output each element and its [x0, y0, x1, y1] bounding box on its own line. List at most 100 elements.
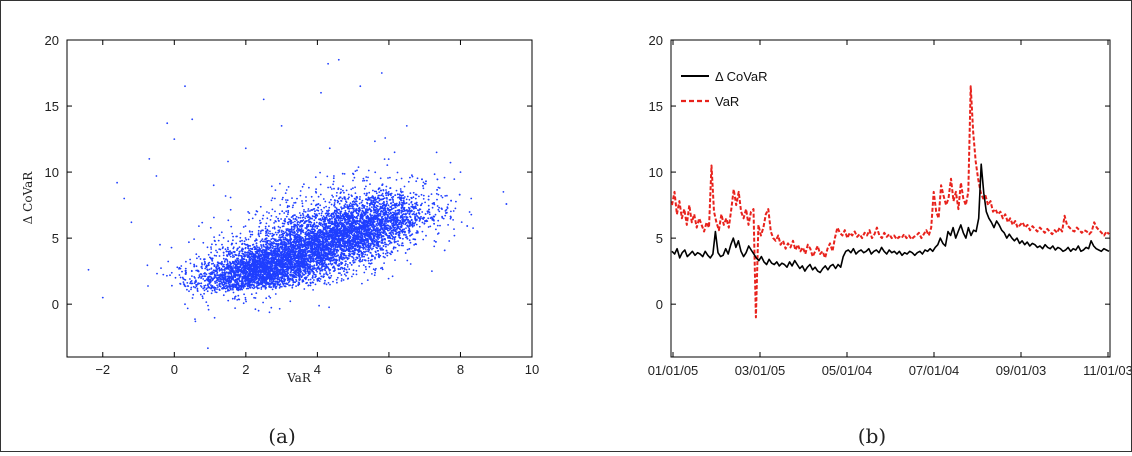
scatter-point	[190, 286, 193, 289]
scatter-point	[186, 288, 188, 291]
scatter-point	[415, 223, 418, 226]
scatter-point	[215, 280, 218, 282]
scatter-point	[244, 298, 247, 301]
scatter-point	[212, 269, 215, 272]
scatter-points	[87, 58, 508, 350]
scatter-point	[243, 260, 246, 263]
scatter-point	[215, 255, 218, 257]
scatter-point	[202, 278, 205, 280]
scatter-point	[203, 285, 206, 287]
scatter-point	[470, 213, 473, 216]
scatter-point	[216, 273, 218, 275]
scatter-point	[243, 240, 246, 243]
scatter-point	[277, 247, 280, 250]
scatter-point	[249, 250, 252, 253]
scatter-point	[201, 275, 204, 277]
scatter-point	[208, 282, 211, 285]
scatter-point	[280, 247, 283, 250]
scatter-point	[326, 218, 328, 220]
scatter-point	[345, 254, 347, 257]
scatter-point	[240, 280, 242, 283]
scatter-point	[206, 268, 209, 271]
scatter-point	[251, 251, 254, 254]
scatter-point	[245, 279, 248, 282]
scatter-point	[226, 278, 229, 280]
scatter-axes-box	[66, 39, 533, 358]
scatter-point	[314, 283, 317, 286]
scatter-point	[295, 285, 297, 287]
scatter-point	[198, 255, 200, 258]
scatter-point	[460, 221, 463, 224]
scatter-point	[240, 250, 243, 252]
scatter-point	[387, 211, 390, 214]
scatter-point	[452, 219, 454, 221]
scatter-point	[309, 223, 312, 226]
scatter-point	[281, 198, 284, 201]
scatter-point	[287, 262, 290, 265]
scatter-point	[264, 252, 266, 255]
scatter-point	[309, 284, 312, 287]
scatter-point	[269, 296, 272, 299]
scatter-point	[414, 218, 417, 221]
scatter-point	[205, 273, 208, 276]
scatter-point	[239, 273, 242, 276]
scatter-point	[215, 249, 217, 252]
scatter-point	[375, 192, 378, 195]
scatter-point	[190, 280, 193, 282]
scatter-point	[231, 232, 234, 235]
scatter-point	[257, 273, 259, 275]
scatter-point	[286, 283, 289, 285]
scatter-point	[263, 240, 265, 243]
scatter-point	[224, 290, 227, 293]
scatter-point	[203, 272, 206, 275]
scatter-point	[202, 287, 205, 290]
scatter-point	[243, 258, 246, 261]
scatter-point	[437, 232, 440, 235]
scatter-point	[254, 297, 257, 299]
scatter-point	[283, 280, 286, 283]
scatter-point	[249, 233, 252, 236]
scatter-point	[324, 261, 326, 263]
scatter-point	[419, 208, 422, 211]
scatter-point	[203, 286, 206, 289]
scatter-point	[250, 253, 253, 256]
scatter-point	[274, 264, 277, 266]
scatter-point	[223, 283, 225, 286]
scatter-point	[236, 299, 239, 301]
scatter-point	[233, 255, 236, 258]
scatter-point	[196, 283, 199, 286]
scatter-point	[215, 276, 217, 279]
scatter-point	[330, 274, 333, 277]
scatter-point	[209, 275, 212, 278]
scatter-point	[236, 288, 239, 291]
scatter-point	[203, 289, 206, 292]
scatter-point	[197, 276, 200, 279]
scatter-point	[199, 293, 202, 296]
scatter-point	[438, 206, 440, 209]
scatter-point	[365, 268, 367, 271]
scatter-point	[245, 287, 248, 290]
scatter-point	[422, 194, 425, 197]
scatter-point	[201, 295, 204, 298]
scatter-point	[273, 258, 276, 260]
scatter-point	[429, 225, 432, 228]
scatter-point	[437, 219, 440, 222]
scatter-point	[452, 210, 455, 212]
scatter-point	[238, 246, 241, 249]
scatter-point	[179, 267, 182, 270]
scatter-point	[311, 265, 314, 268]
scatter-point	[259, 273, 262, 276]
scatter-point	[243, 254, 246, 257]
scatter-point	[241, 252, 244, 255]
scatter-point	[230, 274, 233, 277]
scatter-point	[184, 273, 187, 275]
scatter-point	[242, 263, 245, 266]
scatter-point	[405, 198, 408, 201]
scatter-point	[263, 267, 265, 270]
scatter-point	[232, 254, 234, 257]
scatter-point	[352, 209, 355, 211]
scatter-point	[328, 206, 331, 209]
